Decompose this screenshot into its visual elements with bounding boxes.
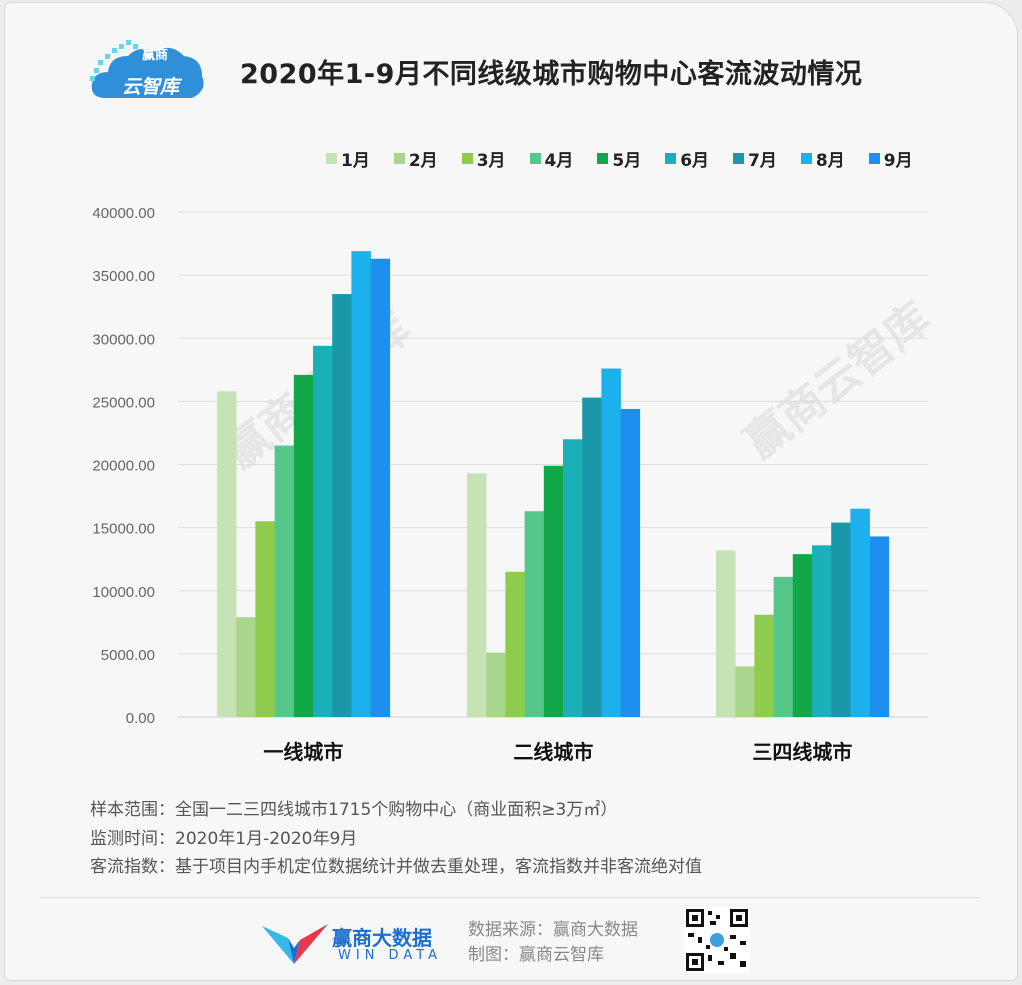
legend-swatch xyxy=(326,153,337,164)
bar xyxy=(869,536,890,717)
y-tick-label: 35000.00 xyxy=(92,268,155,285)
bar xyxy=(831,522,851,717)
legend-item: 8月 xyxy=(800,146,845,171)
bar xyxy=(236,617,256,717)
legend-item: 9月 xyxy=(868,146,913,171)
bar xyxy=(543,465,564,717)
legend-item: 5月 xyxy=(597,146,641,171)
legend-swatch xyxy=(393,153,405,164)
legend-item: 3月 xyxy=(461,146,506,171)
bar xyxy=(716,550,736,717)
bar xyxy=(217,391,237,717)
qr-code-icon xyxy=(684,907,750,973)
bar xyxy=(582,397,602,717)
bar xyxy=(467,473,487,717)
legend-label: 7月 xyxy=(748,151,777,171)
legend-swatch xyxy=(529,153,541,164)
bar xyxy=(486,652,506,717)
bar xyxy=(313,345,333,717)
legend-swatch xyxy=(800,153,812,164)
bar xyxy=(601,368,621,717)
chart-notes: 样本范围：全国一二三四线城市1715个购物中心（商业面积≥3万㎡） 监测时间：2… xyxy=(90,796,702,882)
page-title: 2020年1-9月不同线级城市购物中心客流波动情况 xyxy=(240,59,863,90)
bar xyxy=(255,521,275,717)
bar xyxy=(524,511,545,717)
logo-text: 赢商 xyxy=(142,48,169,63)
legend-swatch xyxy=(665,153,677,164)
y-tick-label: 30000.00 xyxy=(92,331,155,348)
legend-item: 2月 xyxy=(393,146,438,171)
bar xyxy=(332,294,352,717)
x-category-label: 一线城市 xyxy=(263,740,343,764)
legend-item: 7月 xyxy=(733,146,777,171)
legend-label: 8月 xyxy=(815,151,845,171)
legend-swatch xyxy=(868,153,880,164)
footer-source: 数据来源：赢商大数据 制图：赢商云智库 xyxy=(468,918,638,968)
bar xyxy=(773,576,794,717)
bar xyxy=(293,374,314,717)
legend-label: 5月 xyxy=(612,151,642,171)
legend-label: 4月 xyxy=(544,151,574,171)
bar xyxy=(563,439,583,717)
note-period: 监测时间：2020年1月-2020年9月 xyxy=(90,828,358,849)
bar xyxy=(274,445,295,717)
divider xyxy=(40,897,980,898)
logo-text: 云智库 xyxy=(122,76,180,98)
legend-item: 4月 xyxy=(529,146,574,171)
bar xyxy=(351,251,371,717)
note-index-definition: 客流指数：基于项目内手机定位数据统计并做去重处理，客流指数并非客流绝对值 xyxy=(90,857,702,877)
legend-item: 6月 xyxy=(665,146,709,171)
x-category-label: 二线城市 xyxy=(513,740,593,764)
footer-brand: 赢商大数据 xyxy=(332,926,432,950)
legend-label: 3月 xyxy=(476,151,506,171)
legend-swatch xyxy=(733,153,745,164)
legend-swatch xyxy=(597,153,609,164)
note-sample-scope: 样本范围：全国一二三四线城市1715个购物中心（商业面积≥3万㎡） xyxy=(90,800,618,820)
watermark-text: 赢商云智库 xyxy=(736,294,940,468)
legend-label: 6月 xyxy=(680,151,710,171)
y-tick-label: 10000.00 xyxy=(92,584,155,601)
bar xyxy=(792,554,813,717)
legend-label: 1月 xyxy=(341,151,370,171)
legend-label: 2月 xyxy=(408,151,438,171)
cloud-logo-icon xyxy=(90,40,204,98)
y-tick-label: 5000.00 xyxy=(101,647,155,664)
bar xyxy=(620,408,641,717)
y-tick-label: 25000.00 xyxy=(92,394,155,411)
bar xyxy=(754,614,774,717)
y-tick-label: 20000.00 xyxy=(92,458,155,475)
y-tick-label: 40000.00 xyxy=(92,205,155,222)
legend-item: 1月 xyxy=(326,146,370,171)
y-tick-label: 0.00 xyxy=(126,710,155,727)
x-category-label: 三四线城市 xyxy=(752,740,852,764)
data-source: 数据来源：赢商大数据 xyxy=(468,920,638,940)
bar xyxy=(735,666,755,717)
chart-legend: 1月 2月 3月 4月 5月 6月 7月 8月 9月 xyxy=(326,146,937,171)
legend-label: 9月 xyxy=(883,151,913,171)
windata-logo-icon xyxy=(262,924,328,964)
y-tick-label: 15000.00 xyxy=(92,521,155,538)
legend-swatch xyxy=(461,153,473,164)
chart-card xyxy=(4,2,1018,981)
bar xyxy=(370,258,391,717)
bar xyxy=(505,571,525,717)
bar xyxy=(850,508,870,717)
made-by: 制图：赢商云智库 xyxy=(468,945,604,965)
bar-chart: 赢商云智库赢商云智库 0.005000.0010000.0015000.0020… xyxy=(92,205,940,764)
footer-brand-sub: WIN DATA xyxy=(338,948,443,963)
bar xyxy=(812,545,832,717)
